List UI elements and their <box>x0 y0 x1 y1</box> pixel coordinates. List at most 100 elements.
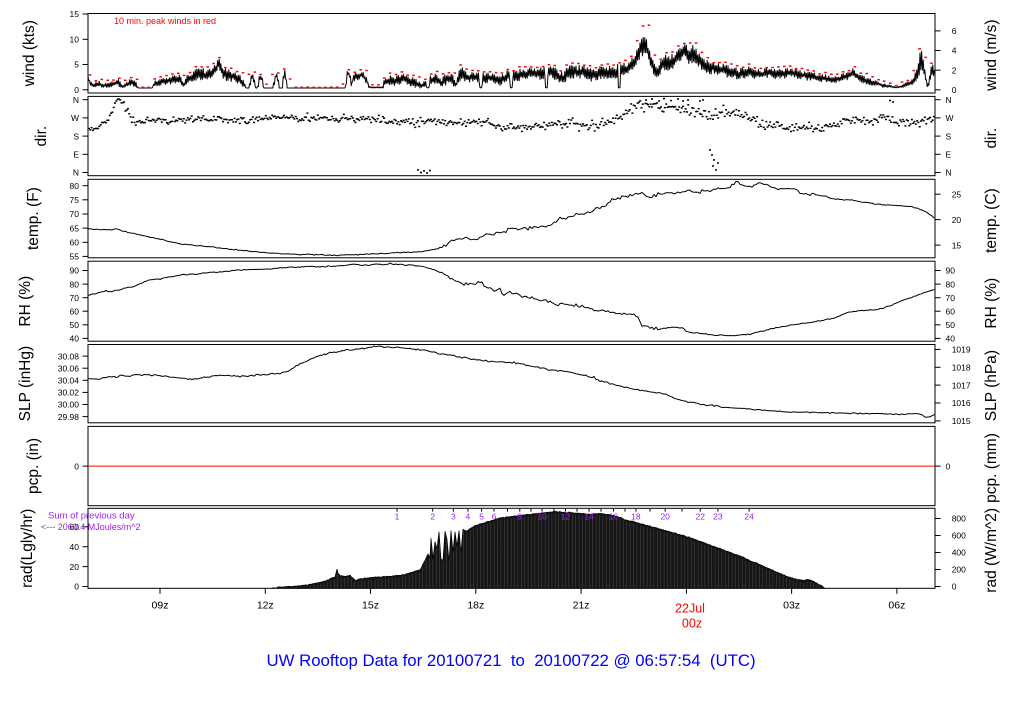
svg-text:55: 55 <box>70 252 80 262</box>
svg-text:5: 5 <box>74 60 79 70</box>
svg-text:<--- 2060.4 MJoules/m^2: <--- 2060.4 MJoules/m^2 <box>41 522 141 532</box>
svg-text:30.02: 30.02 <box>58 388 80 398</box>
svg-text:10 min. peak winds in red: 10 min. peak winds in red <box>114 16 216 26</box>
svg-text:90: 90 <box>946 266 956 276</box>
svg-text:temp. (C): temp. (C) <box>983 188 1000 253</box>
svg-text:60: 60 <box>70 306 80 316</box>
svg-text:0: 0 <box>74 582 79 592</box>
svg-text:12: 12 <box>561 512 571 522</box>
svg-text:dir.: dir. <box>983 128 1000 149</box>
svg-text:0: 0 <box>74 461 79 471</box>
svg-text:0: 0 <box>946 461 951 471</box>
svg-text:80: 80 <box>70 181 80 191</box>
svg-text:50: 50 <box>70 320 80 330</box>
svg-text:50: 50 <box>946 320 956 330</box>
svg-text:60: 60 <box>946 306 956 316</box>
svg-text:30.00: 30.00 <box>58 400 80 410</box>
svg-text:0: 0 <box>952 85 957 95</box>
svg-text:18: 18 <box>631 512 641 522</box>
svg-text:UW Rooftop Data for 20100721: UW Rooftop Data for 20100721 to 20100722… <box>266 651 755 670</box>
svg-text:25: 25 <box>952 189 962 199</box>
svg-text:40: 40 <box>946 334 956 344</box>
svg-text:22Jul: 22Jul <box>675 602 705 616</box>
svg-text:09z: 09z <box>152 600 169 612</box>
svg-text:5: 5 <box>479 512 484 522</box>
svg-text:21z: 21z <box>573 600 590 612</box>
svg-text:6: 6 <box>492 512 497 522</box>
svg-text:pcp. (in): pcp. (in) <box>25 438 42 494</box>
svg-text:S: S <box>946 131 952 141</box>
svg-text:80: 80 <box>70 279 80 289</box>
svg-text:14: 14 <box>584 512 594 522</box>
svg-text:3: 3 <box>451 512 456 522</box>
svg-text:N: N <box>946 168 952 178</box>
svg-text:15z: 15z <box>362 600 379 612</box>
svg-text:Sum of previous day: Sum of previous day <box>48 511 135 522</box>
svg-text:rad(Lgly/hr): rad(Lgly/hr) <box>19 509 36 588</box>
svg-text:N: N <box>946 95 952 105</box>
svg-text:6: 6 <box>952 26 957 36</box>
svg-text:29.98: 29.98 <box>58 412 80 422</box>
svg-text:S: S <box>73 131 79 141</box>
svg-text:temp. (F): temp. (F) <box>25 187 42 250</box>
svg-text:800: 800 <box>952 514 966 524</box>
svg-text:SLP (hPa): SLP (hPa) <box>983 350 1000 421</box>
svg-text:24: 24 <box>744 512 754 522</box>
svg-text:15: 15 <box>70 9 80 19</box>
svg-text:60: 60 <box>70 522 80 532</box>
svg-text:RH (%): RH (%) <box>17 276 34 327</box>
svg-text:dir.: dir. <box>33 126 50 147</box>
svg-text:30.06: 30.06 <box>58 363 80 373</box>
svg-text:90: 90 <box>70 266 80 276</box>
svg-text:0: 0 <box>952 582 957 592</box>
svg-text:E: E <box>946 150 952 160</box>
svg-text:20: 20 <box>952 215 962 225</box>
svg-text:10: 10 <box>537 512 547 522</box>
svg-text:30.08: 30.08 <box>58 351 80 361</box>
svg-text:30.04: 30.04 <box>58 376 80 386</box>
svg-text:wind (m/s): wind (m/s) <box>983 19 1000 91</box>
svg-text:2: 2 <box>952 65 957 75</box>
svg-text:10: 10 <box>70 35 80 45</box>
svg-text:RH (%): RH (%) <box>983 278 1000 329</box>
svg-text:20: 20 <box>70 562 80 572</box>
svg-text:80: 80 <box>946 279 956 289</box>
svg-text:4: 4 <box>952 46 957 56</box>
svg-text:03z: 03z <box>783 600 800 612</box>
svg-text:2: 2 <box>430 512 435 522</box>
svg-text:wind (kts): wind (kts) <box>21 20 38 87</box>
svg-text:600: 600 <box>952 531 966 541</box>
svg-text:70: 70 <box>70 209 80 219</box>
svg-text:E: E <box>73 150 79 160</box>
svg-text:pcp. (mm): pcp. (mm) <box>983 433 1000 503</box>
svg-text:1: 1 <box>395 512 400 522</box>
svg-text:1017: 1017 <box>952 380 971 390</box>
svg-text:N: N <box>73 168 79 178</box>
svg-text:15: 15 <box>952 240 962 250</box>
svg-text:400: 400 <box>952 548 966 558</box>
svg-text:1018: 1018 <box>952 363 971 373</box>
svg-text:W: W <box>71 113 79 123</box>
svg-text:75: 75 <box>70 195 80 205</box>
svg-text:70: 70 <box>946 293 956 303</box>
svg-text:20: 20 <box>660 512 670 522</box>
svg-text:00z: 00z <box>682 617 702 631</box>
svg-text:N: N <box>73 95 79 105</box>
svg-text:12z: 12z <box>257 600 274 612</box>
svg-text:4: 4 <box>466 512 471 522</box>
svg-text:W: W <box>946 113 954 123</box>
svg-text:22: 22 <box>696 512 706 522</box>
svg-text:1015: 1015 <box>952 416 971 426</box>
svg-text:200: 200 <box>952 565 966 575</box>
svg-text:SLP (inHg): SLP (inHg) <box>17 346 34 422</box>
svg-text:8: 8 <box>517 512 522 522</box>
svg-text:70: 70 <box>70 293 80 303</box>
svg-text:18z: 18z <box>467 600 484 612</box>
svg-text:1016: 1016 <box>952 398 971 408</box>
svg-text:40: 40 <box>70 542 80 552</box>
svg-text:1019: 1019 <box>952 345 971 355</box>
svg-text:16: 16 <box>609 512 619 522</box>
svg-text:rad (W/m^2): rad (W/m^2) <box>983 508 1000 593</box>
svg-text:0: 0 <box>74 85 79 95</box>
svg-text:60: 60 <box>70 238 80 248</box>
